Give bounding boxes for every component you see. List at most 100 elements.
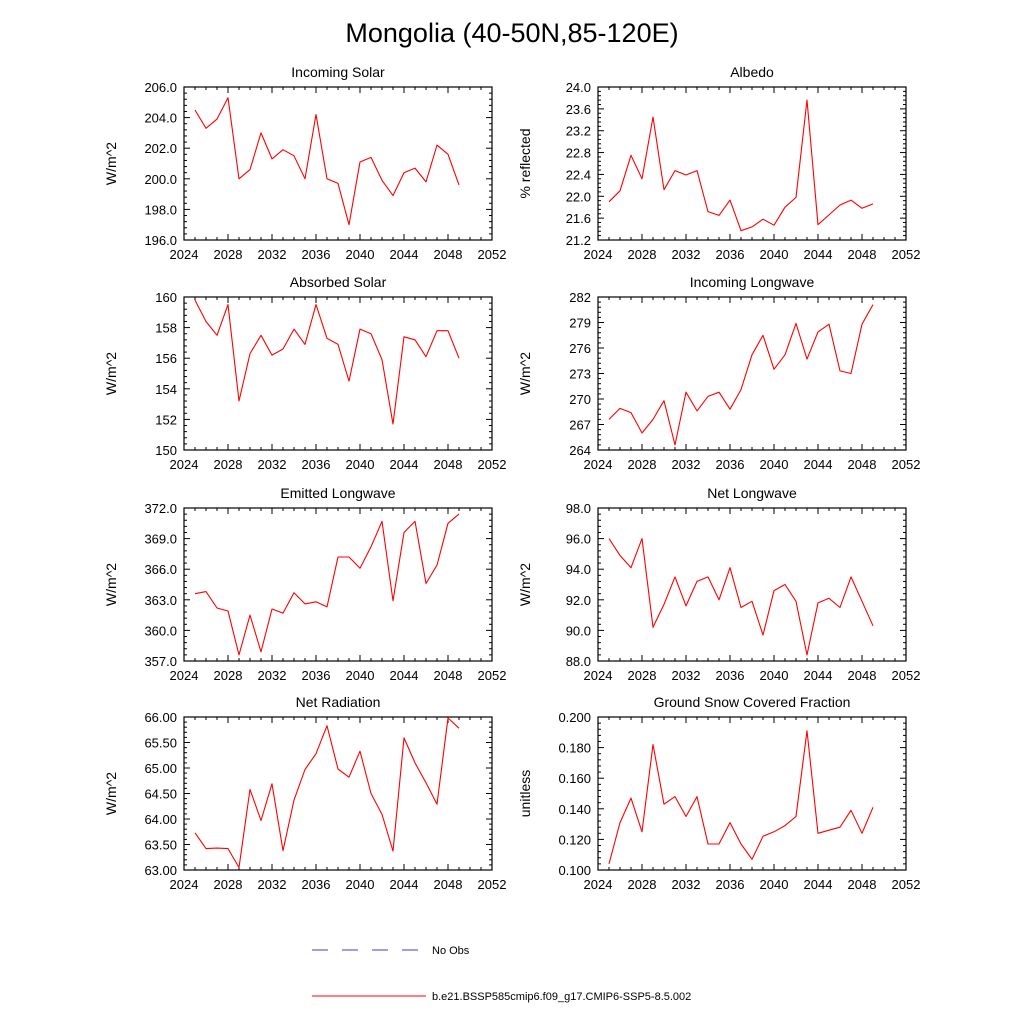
x-tick-label: 2048 [848,457,877,472]
x-tick-label: 2032 [258,668,287,683]
x-tick-label: 2052 [478,457,507,472]
x-tick-label: 2048 [434,247,463,262]
x-tick-label: 2032 [258,877,287,892]
y-tick-label: 65.50 [144,736,177,751]
x-tick-label: 2048 [434,457,463,472]
y-tick-label: 22.0 [566,189,591,204]
y-tick-label: 65.00 [144,761,177,776]
y-tick-label: 88.0 [566,654,591,669]
y-axis-label: W/m^2 [103,142,119,185]
x-tick-label: 2036 [302,668,331,683]
y-tick-label: 92.0 [566,593,591,608]
x-tick-label: 2036 [302,247,331,262]
chart-title: Absorbed Solar [290,274,387,290]
x-tick-label: 2028 [628,877,657,892]
y-tick-label: 21.6 [566,211,591,226]
x-tick-label: 2044 [804,457,833,472]
x-tick-label: 2048 [848,877,877,892]
x-tick-label: 2024 [584,457,613,472]
x-tick-label: 2032 [672,457,701,472]
plot-frame [597,716,907,871]
x-tick-label: 2052 [478,877,507,892]
y-tick-label: 0.140 [558,802,591,817]
x-tick-label: 2048 [848,247,877,262]
y-tick-label: 152 [155,412,177,427]
y-tick-label: 369.0 [144,532,177,547]
x-tick-label: 2040 [346,247,375,262]
x-tick-label: 2048 [434,877,463,892]
x-tick-label: 2044 [390,877,419,892]
plot-frame [183,716,493,871]
x-tick-label: 2032 [672,247,701,262]
legend-label: b.e21.BSSP585cmip6.f09_g17.CMIP6-SSP5-8.… [432,991,691,1003]
series-line [194,717,460,869]
chart-title: Net Longwave [707,485,797,501]
y-tick-label: 270 [569,392,591,407]
y-tick-label: 273 [569,367,591,382]
y-tick-label: 372.0 [144,501,177,516]
series-line [194,513,460,656]
y-tick-label: 366.0 [144,562,177,577]
x-tick-label: 2040 [760,457,789,472]
chart-emitted-longwave: 2024 2028 2032 2036 2040 2044 2048 2052 357.0 360… [103,485,506,683]
y-axis-label: W/m^2 [517,563,533,606]
y-tick-label: 154 [155,382,177,397]
x-tick-label: 2028 [628,457,657,472]
chart-title: Albedo [730,64,774,80]
x-tick-label: 2044 [804,877,833,892]
y-tick-label: 94.0 [566,562,591,577]
y-tick-label: 156 [155,351,177,366]
y-tick-label: 22.4 [566,167,591,182]
y-tick-label: 22.8 [566,146,591,161]
chart-albedo: 2024 2028 2032 2036 2040 2044 2048 2052 21.2 21.6… [517,64,920,262]
x-tick-label: 2032 [672,877,701,892]
chart-absorbed-solar: 2024 2028 2032 2036 2040 2044 2048 2052 150 152 15… [103,274,506,472]
panels: 2024 2028 2032 2036 2040 2044 2048 2052 196.0 198… [103,64,920,892]
y-tick-label: 204.0 [144,111,177,126]
series-line [608,730,874,865]
x-tick-label: 2032 [258,247,287,262]
y-tick-label: 276 [569,341,591,356]
y-tick-label: 63.00 [144,863,177,878]
chart-title: Incoming Solar [291,64,385,80]
x-tick-label: 2040 [760,877,789,892]
x-tick-label: 2028 [214,877,243,892]
y-tick-label: 90.0 [566,623,591,638]
x-tick-label: 2024 [170,457,199,472]
y-tick-label: 0.180 [558,741,591,756]
y-tick-label: 0.160 [558,771,591,786]
x-tick-label: 2032 [672,668,701,683]
x-tick-label: 2028 [628,668,657,683]
series-line [608,304,874,446]
y-tick-label: 202.0 [144,141,177,156]
y-tick-label: 0.200 [558,710,591,725]
series-line [608,538,874,656]
y-tick-label: 24.0 [566,80,591,95]
x-tick-label: 2044 [390,247,419,262]
y-tick-label: 206.0 [144,80,177,95]
x-tick-label: 2028 [214,247,243,262]
chart-title: Emitted Longwave [280,485,395,501]
y-tick-label: 23.2 [566,124,591,139]
x-tick-label: 2044 [804,247,833,262]
x-tick-label: 2040 [760,668,789,683]
y-axis-label: unitless [517,770,533,817]
series-line [608,99,874,232]
chart-title: Incoming Longwave [690,274,815,290]
x-tick-label: 2048 [848,668,877,683]
x-tick-label: 2048 [434,668,463,683]
x-tick-label: 2036 [302,457,331,472]
y-tick-label: 96.0 [566,532,591,547]
y-tick-label: 64.00 [144,812,177,827]
x-tick-label: 2028 [214,457,243,472]
y-axis-label: W/m^2 [103,563,119,606]
chart-incoming-longwave: 2024 2028 2032 2036 2040 2044 2048 2052 264 267 27… [517,274,920,472]
x-tick-label: 2036 [716,668,745,683]
x-tick-label: 2040 [760,247,789,262]
y-tick-label: 150 [155,443,177,458]
y-axis-label: W/m^2 [103,772,119,815]
x-tick-label: 2036 [716,247,745,262]
x-tick-label: 2024 [584,668,613,683]
x-tick-label: 2044 [804,668,833,683]
